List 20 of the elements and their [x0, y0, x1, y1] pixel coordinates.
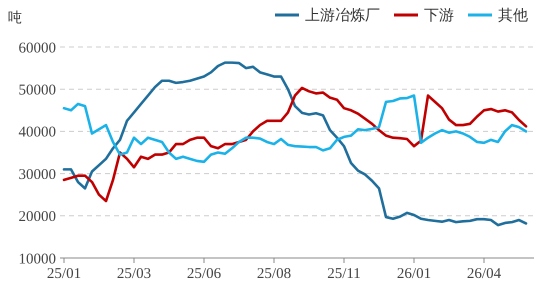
x-tick-label: 25/06 — [186, 266, 222, 282]
line-series — [62, 94, 528, 164]
y-tick-label: 60000 — [18, 40, 56, 56]
x-tick-label: 25/08 — [256, 266, 292, 282]
y-axis-title: 吨 — [8, 10, 22, 26]
y-tick-label: 20000 — [18, 209, 56, 226]
x-tick-label: 25/11 — [327, 266, 361, 282]
x-tick-label: 26/01 — [396, 266, 432, 282]
x-tick-label: 25/03 — [116, 266, 152, 282]
legend-label: 下游 — [424, 6, 454, 24]
x-tick-label: 25/01 — [46, 266, 82, 282]
line-series — [62, 86, 528, 202]
line-series — [62, 61, 528, 226]
y-tick-label: 50000 — [18, 82, 56, 98]
x-tick-label: 26/04 — [466, 266, 502, 282]
y-tick-label: 30000 — [18, 166, 56, 183]
legend-label: 上游冶炼厂 — [305, 6, 380, 24]
y-tick-label: 10000 — [18, 251, 56, 268]
y-tick-label: 40000 — [18, 124, 56, 141]
legend-label: 其他 — [498, 6, 528, 24]
